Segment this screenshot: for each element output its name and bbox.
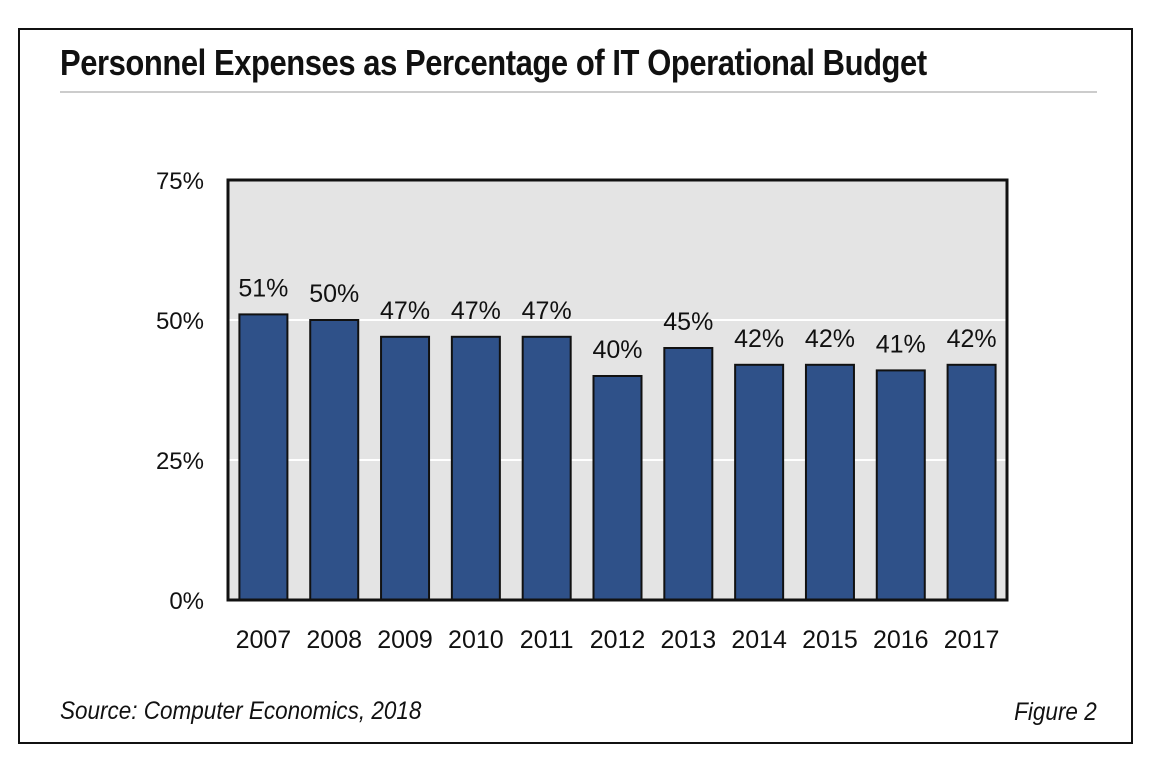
data-label: 41% xyxy=(876,330,926,358)
x-tick-label: 2007 xyxy=(236,626,292,654)
data-label: 40% xyxy=(592,336,642,364)
data-label: 47% xyxy=(522,297,572,325)
x-tick-label: 2012 xyxy=(590,626,646,654)
data-label: 47% xyxy=(380,297,430,325)
bar-2015 xyxy=(804,363,855,601)
x-tick-label: 2011 xyxy=(520,626,574,654)
x-tick-label: 2008 xyxy=(306,626,362,654)
bar-2014 xyxy=(734,363,785,601)
chart-frame xyxy=(18,28,1133,744)
x-tick-label: 2016 xyxy=(873,626,929,654)
data-label: 51% xyxy=(238,274,288,302)
source-note: Source: Computer Economics, 2018 xyxy=(60,697,422,725)
bar-2009 xyxy=(380,335,431,601)
y-tick-label: 0% xyxy=(169,588,204,615)
bar-2017 xyxy=(946,363,997,601)
data-label: 50% xyxy=(309,280,359,308)
data-label: 42% xyxy=(947,325,997,353)
x-tick-label: 2017 xyxy=(944,626,1000,654)
figure-label: Figure 2 xyxy=(1014,698,1097,726)
bar-2008 xyxy=(309,319,360,601)
bar-2013 xyxy=(663,347,714,601)
bar-2007 xyxy=(238,313,289,601)
y-tick-label: 25% xyxy=(156,448,204,475)
x-tick-label: 2014 xyxy=(731,626,787,654)
bar-2011 xyxy=(521,335,572,601)
x-tick-label: 2009 xyxy=(377,626,433,654)
title-divider xyxy=(60,91,1097,93)
data-label: 45% xyxy=(663,308,713,336)
y-tick-label: 50% xyxy=(156,308,204,335)
data-label: 47% xyxy=(451,297,501,325)
bar-2012 xyxy=(592,375,643,601)
x-tick-label: 2015 xyxy=(802,626,858,654)
x-tick-label: 2013 xyxy=(661,626,717,654)
plot-border xyxy=(226,178,1009,602)
bar-2016 xyxy=(875,369,926,601)
data-label: 42% xyxy=(734,325,784,353)
chart-title: Personnel Expenses as Percentage of IT O… xyxy=(60,42,927,83)
data-label: 42% xyxy=(805,325,855,353)
x-tick-label: 2010 xyxy=(448,626,504,654)
y-tick-label: 75% xyxy=(156,168,204,195)
bar-2010 xyxy=(450,335,501,601)
